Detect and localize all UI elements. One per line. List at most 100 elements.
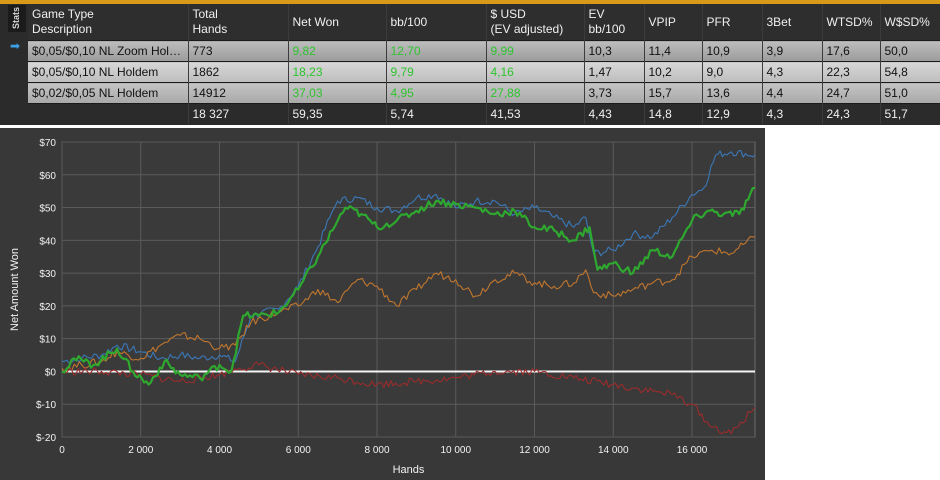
column-header-7[interactable]: PFR [702, 4, 763, 41]
column-header-line1: 3Bet [766, 14, 792, 29]
column-header-5[interactable]: EV bb/100 [584, 4, 645, 41]
column-header-1[interactable]: Total Hands [188, 4, 289, 41]
table-cell: 37,03 [288, 82, 387, 104]
table-cell: 24,7 [822, 82, 881, 104]
x-tick-label: 12 000 [519, 445, 550, 456]
totals-cell: 24,3 [822, 103, 881, 124]
series-line-1 [61, 236, 756, 373]
table-cell: $0,02/$0,05 NL Holdem [28, 82, 189, 104]
column-header-line2: Hands [192, 22, 228, 36]
table-cell: $0,05/$0,10 NL Zoom Hol… [28, 40, 189, 62]
series-line-0 [61, 149, 756, 364]
table-cell: 10,2 [644, 61, 703, 83]
totals-cell: 51,7 [880, 103, 940, 124]
table-cell: 9,99 [486, 40, 585, 62]
stats-table: Game Type Description Total Hands Net Won bb/… [28, 4, 940, 124]
totals-cell: 41,53 [486, 103, 585, 124]
column-header-6[interactable]: VPIP [644, 4, 703, 41]
column-header-line1: Game Type [32, 7, 94, 21]
y-tick-label: $30 [39, 269, 56, 280]
table-cell: 11,4 [644, 40, 703, 62]
series-line-2 [61, 361, 756, 435]
totals-cell: 59,35 [288, 103, 387, 124]
y-tick-label: $20 [39, 302, 56, 313]
table-cell: 13,6 [702, 82, 763, 104]
table-cell: 4,95 [386, 82, 487, 104]
totals-cell [28, 103, 189, 124]
y-tick-label: $10 [39, 335, 56, 346]
table-cell: 4,4 [762, 82, 823, 104]
column-header-line1: WTSD% [826, 14, 873, 29]
x-tick-label: 0 [59, 445, 65, 456]
table-cell: 54,8 [880, 61, 940, 83]
table-cell: 10,3 [584, 40, 645, 62]
stats-panel: Stats ➡ Game Type Description Total Hands Ne… [0, 0, 940, 125]
y-axis-label: Net Amount Won [9, 248, 21, 331]
table-cell: 4,16 [486, 61, 585, 83]
net-won-chart: 0 2 000 4 000 6 000 8 000 10 000 12 000 14 000 1… [0, 128, 765, 480]
table-cell: 51,0 [880, 82, 940, 104]
column-header-3[interactable]: bb/100 [386, 4, 487, 41]
y-tick-label: $60 [39, 171, 56, 182]
x-tick-label: 10 000 [440, 445, 471, 456]
column-header-line1: W$SD% [884, 14, 930, 29]
table-cell: 18,23 [288, 61, 387, 83]
series-line-3 [61, 186, 756, 386]
table-cell: 9,82 [288, 40, 387, 62]
table-cell: 9,79 [386, 61, 487, 83]
y-tick-label: $-10 [36, 400, 56, 411]
column-header-2[interactable]: Net Won [288, 4, 387, 41]
x-tick-label: 14 000 [598, 445, 629, 456]
stats-side-tab[interactable]: Stats [8, 5, 26, 32]
column-header-line1: VPIP [648, 14, 676, 29]
column-header-0[interactable]: Game Type Description [28, 4, 189, 41]
column-header-line2: bb/100 [588, 22, 626, 36]
totals-cell: 12,9 [702, 103, 763, 124]
column-header-line1: EV [588, 7, 605, 21]
table-cell: 22,3 [822, 61, 881, 83]
totals-cell: 4,3 [762, 103, 823, 124]
table-cell: 3,73 [584, 82, 645, 104]
y-tick-label: $70 [39, 138, 56, 149]
table-cell: 27,88 [486, 82, 585, 104]
table-cell: 14912 [188, 82, 289, 104]
table-cell: 17,6 [822, 40, 881, 62]
x-tick-label: 8 000 [364, 445, 389, 456]
table-cell: 773 [188, 40, 289, 62]
x-axis-label: Hands [393, 464, 425, 476]
table-header-row: Game Type Description Total Hands Net Won bb/… [28, 4, 940, 41]
column-header-line1: PFR [706, 14, 731, 29]
plot-area [61, 141, 756, 438]
x-tick-label: 6 000 [286, 445, 311, 456]
x-tick-label: 4 000 [207, 445, 232, 456]
table-cell: 9,0 [702, 61, 763, 83]
column-header-line1: bb/100 [390, 14, 428, 29]
column-header-10[interactable]: W$SD% [880, 4, 940, 41]
column-header-9[interactable]: WTSD% [822, 4, 881, 41]
totals-cell: 14,8 [644, 103, 703, 124]
column-header-4[interactable]: $ USD (EV adjusted) [486, 4, 585, 41]
y-tick-label: $50 [39, 204, 56, 215]
column-header-line1: Net Won [292, 14, 339, 29]
column-header-line1: Total [192, 7, 218, 21]
table-cell: 4,3 [762, 61, 823, 83]
chart-canvas: 0 2 000 4 000 6 000 8 000 10 000 12 000 14 000 1… [9, 138, 756, 476]
column-header-line2: Description [32, 22, 93, 36]
x-tick-label: 16 000 [677, 445, 708, 456]
table-cell: 15,7 [644, 82, 703, 104]
column-header-line1: $ USD [490, 7, 526, 21]
table-row[interactable]: $0,02/$0,05 NL Holdem 14912 37,03 4,95 27,88… [28, 82, 940, 104]
table-cell: 3,9 [762, 40, 823, 62]
table-row[interactable]: $0,05/$0,10 NL Holdem 1862 18,23 9,79 4,16 1,… [28, 61, 940, 83]
table-row[interactable]: $0,05/$0,10 NL Zoom Hol… 773 9,82 12,70 9,99… [28, 40, 940, 62]
table-cell: 10,9 [702, 40, 763, 62]
totals-cell: 5,74 [386, 103, 487, 124]
y-tick-label: $-20 [36, 433, 56, 444]
totals-cell: 4,43 [584, 103, 645, 124]
column-header-8[interactable]: 3Bet [762, 4, 823, 41]
totals-cell: 18 327 [188, 103, 289, 124]
y-tick-label: $0 [45, 367, 57, 378]
column-header-line2: (EV adjusted) [490, 22, 564, 36]
table-cell: 1862 [188, 61, 289, 83]
x-tick-label: 2 000 [128, 445, 153, 456]
